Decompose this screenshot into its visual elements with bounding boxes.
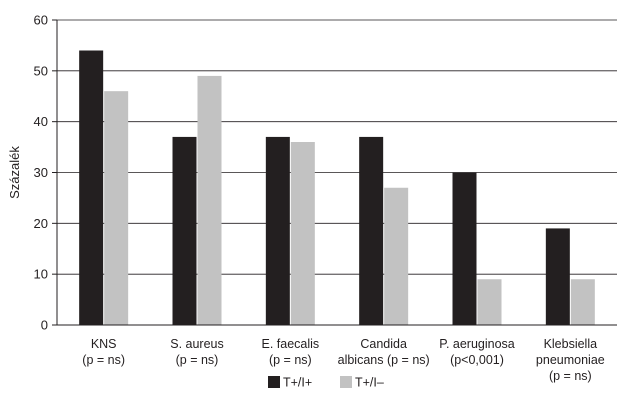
x-category-label-line: (p<0,001) (450, 353, 504, 367)
x-category-label: KNS (p = ns) (82, 337, 125, 367)
x-category-label: Candida albicans (p = ns) (338, 337, 430, 367)
bar-ti-minus (477, 279, 502, 325)
legend-swatch (340, 376, 352, 388)
x-category-label-line: pneumoniae (536, 353, 605, 367)
y-tick-label: 40 (34, 114, 48, 129)
x-category-label: S. aureus (p = ns) (170, 337, 224, 367)
bar-ti-plus (359, 136, 384, 325)
y-tick-label: 60 (34, 13, 48, 28)
bar-ti-plus (452, 172, 477, 325)
gridlines (57, 19, 617, 275)
x-category-label-line: (p = ns) (176, 353, 219, 367)
x-category-label: P. aeruginosa (p<0,001) (439, 337, 515, 367)
x-category-label-line: E. faecalis (261, 337, 319, 351)
y-tick-label: 0 (41, 318, 48, 333)
x-category-label-line: (p = ns) (269, 353, 312, 367)
bar-ti-minus (384, 187, 409, 325)
bar-ti-minus (197, 75, 222, 326)
bars (79, 50, 595, 326)
x-category-label-line: (p = ns) (82, 353, 125, 367)
legend-label: T+/I– (355, 376, 384, 390)
y-axis-title: Százalék (7, 146, 22, 199)
x-category-label-line: P. aeruginosa (439, 337, 515, 351)
x-category-label-line: (p = ns) (549, 369, 592, 383)
bar-ti-plus (79, 50, 104, 325)
x-category-label-line: Candida (360, 337, 407, 351)
x-category-label-line: Klebsiella (544, 337, 598, 351)
y-tick-label: 50 (34, 63, 48, 78)
legend-label: T+/I+ (283, 376, 312, 390)
x-category-label-line: S. aureus (170, 337, 224, 351)
bar-ti-minus (570, 279, 595, 325)
x-category-label: Klebsiella pneumoniae (p = ns) (536, 337, 605, 383)
legend-swatch (268, 376, 280, 388)
x-category-label-line: KNS (91, 337, 117, 351)
bar-ti-minus (290, 142, 315, 325)
y-axis-ticks: 0 10 20 30 40 50 60 (34, 13, 57, 333)
bar-ti-plus (172, 136, 197, 325)
bar-ti-minus (104, 91, 129, 326)
y-tick-label: 20 (34, 216, 48, 231)
bar-ti-plus (545, 228, 570, 325)
y-tick-label: 30 (34, 165, 48, 180)
bar-ti-plus (265, 136, 290, 325)
x-axis-labels: KNS (p = ns) S. aureus (p = ns) E. faecalis (… (82, 337, 604, 383)
y-tick-label: 10 (34, 267, 48, 282)
legend: T+/I+ T+/I– (268, 376, 384, 390)
x-category-label: E. faecalis (p = ns) (261, 337, 319, 367)
x-category-label-line: albicans (p = ns) (338, 353, 430, 367)
